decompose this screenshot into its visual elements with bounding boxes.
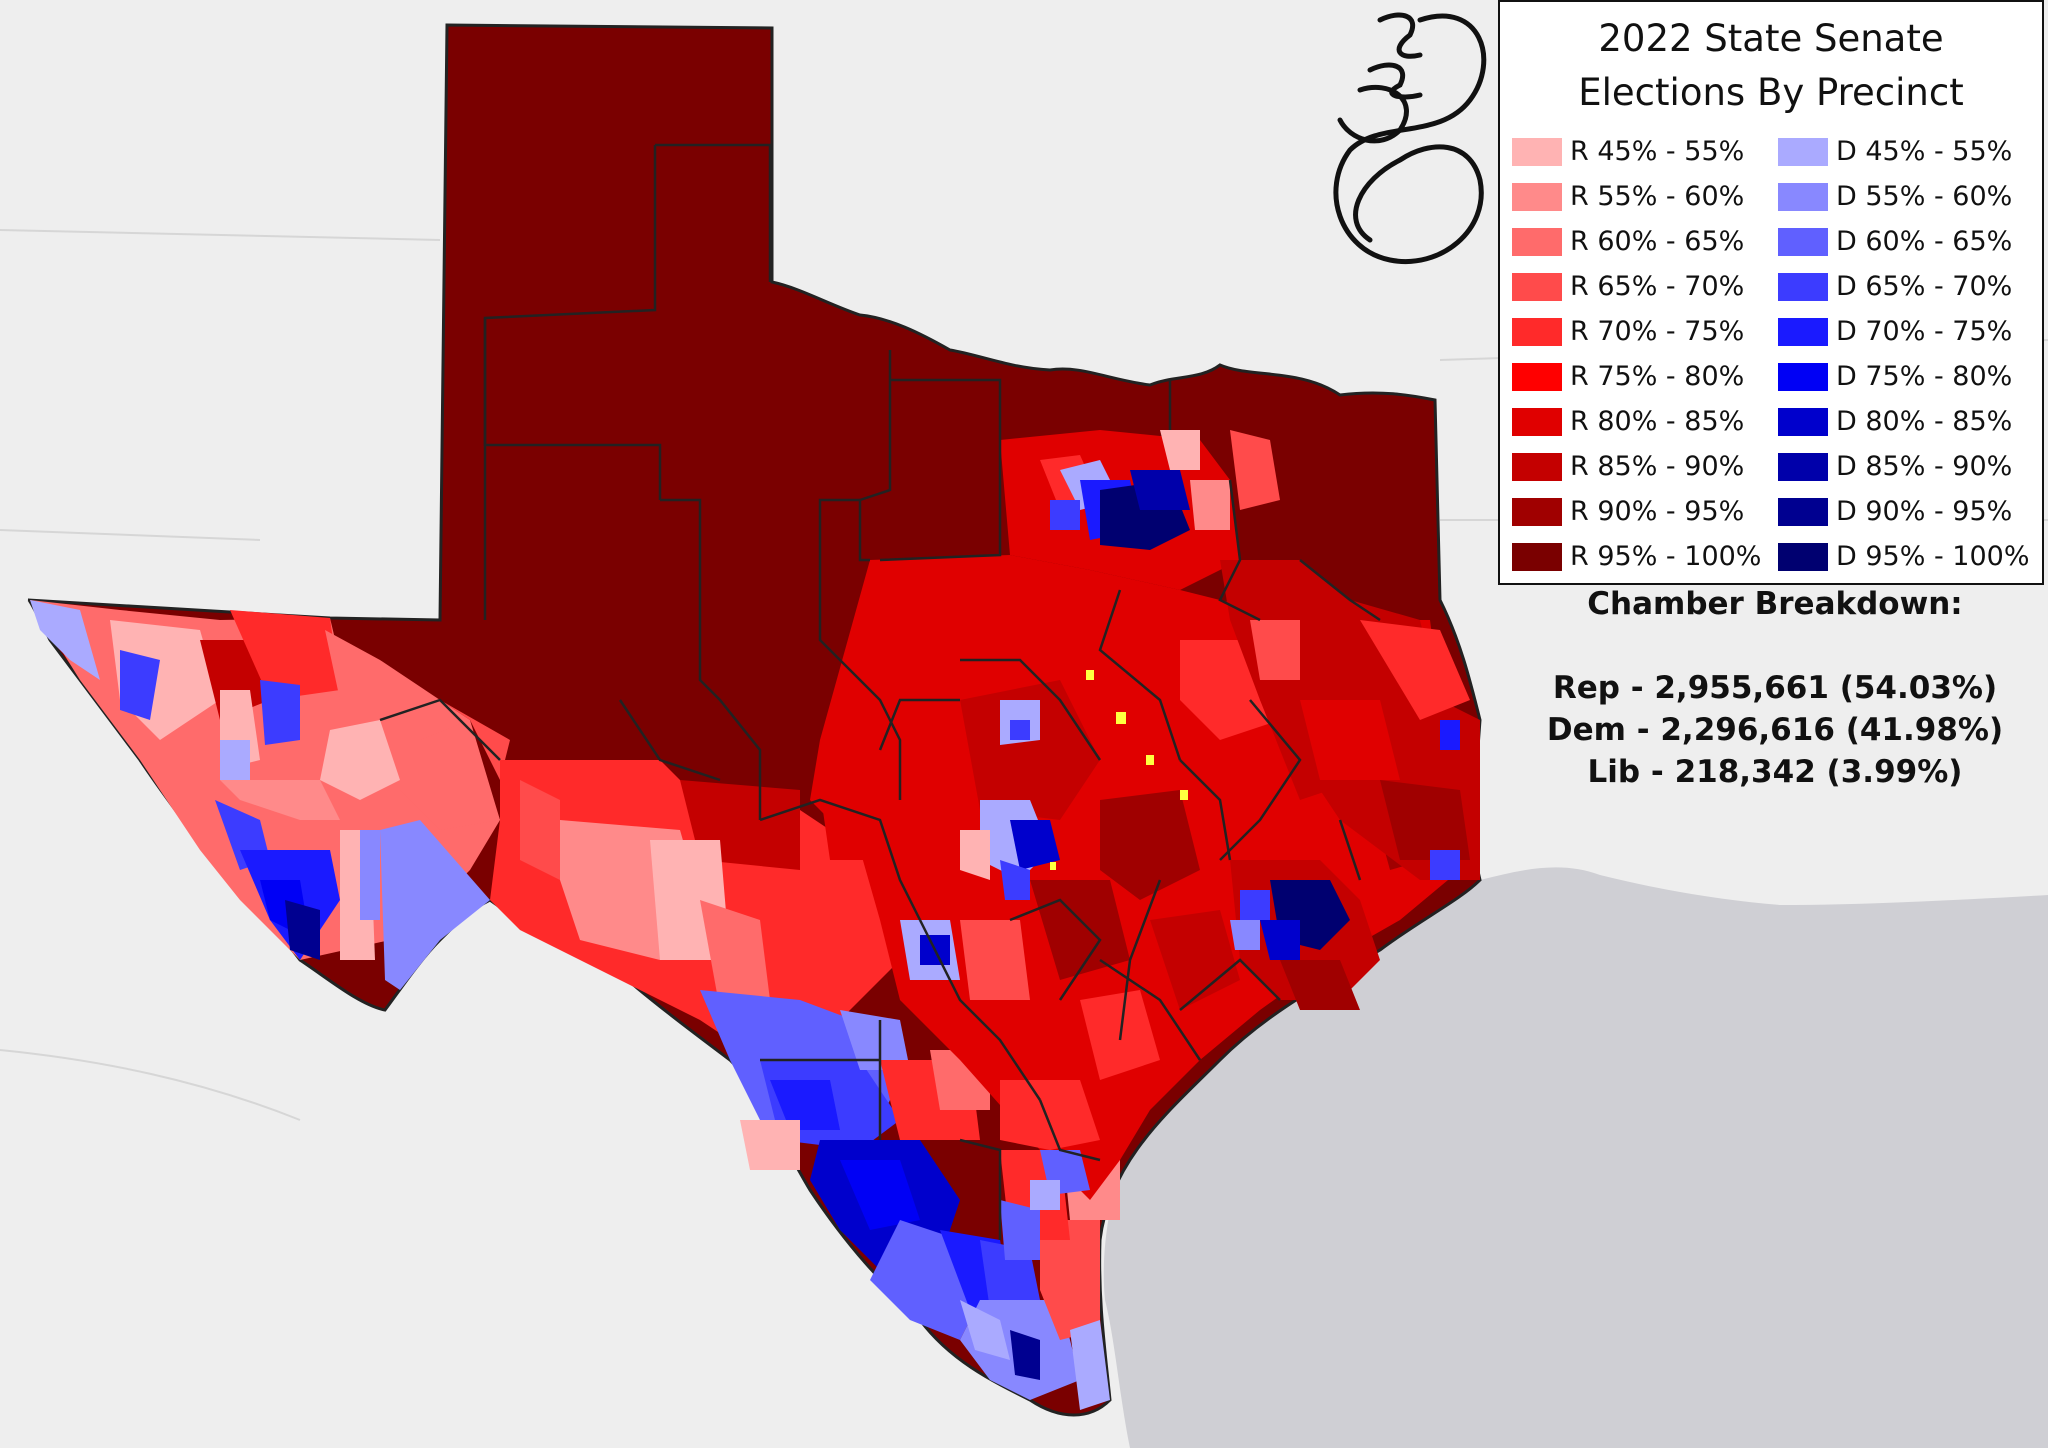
legend-swatch [1778, 273, 1828, 301]
legend-swatch [1512, 363, 1562, 391]
legend-swatch [1512, 498, 1562, 526]
south-texas-precincts [700, 990, 1120, 1410]
legend-label: D 75% - 80% [1836, 361, 2013, 392]
legend-label: R 75% - 80% [1570, 361, 1745, 392]
legend-swatch [1778, 363, 1828, 391]
chamber-breakdown: Chamber Breakdown: Rep - 2,955,661 (54.0… [1505, 583, 2045, 793]
legend-box: 2022 State Senate Elections By Precinct … [1498, 0, 2044, 585]
legend-label: R 95% - 100% [1570, 541, 1762, 572]
houston-precincts [1230, 860, 1380, 1010]
legend-swatch [1778, 543, 1828, 571]
legend-swatch [1778, 453, 1828, 481]
legend-title: 2022 State Senate Elections By Precinct [1500, 12, 2042, 120]
breakdown-spacer [1505, 625, 2045, 667]
legend-label: R 70% - 75% [1570, 316, 1745, 347]
legend-label: D 90% - 95% [1836, 496, 2013, 527]
legend-label: D 95% - 100% [1836, 541, 2030, 572]
legend-swatch [1512, 318, 1562, 346]
west-texas-precincts [30, 600, 510, 990]
legend-label: D 85% - 90% [1836, 451, 2013, 482]
legend-label: D 55% - 60% [1836, 181, 2013, 212]
legend-swatch [1512, 408, 1562, 436]
legend-label: R 45% - 55% [1570, 136, 1745, 167]
legend-label: D 45% - 55% [1836, 136, 2013, 167]
north-texas-precincts [1000, 430, 1280, 590]
legend-swatch [1778, 183, 1828, 211]
legend-label: R 90% - 95% [1570, 496, 1745, 527]
legend-swatch [1778, 498, 1828, 526]
legend-swatch [1512, 138, 1562, 166]
legend-swatch [1512, 183, 1562, 211]
legend-label: D 70% - 75% [1836, 316, 2013, 347]
breakdown-dem: Dem - 2,296,616 (41.98%) [1546, 712, 2004, 748]
legend-swatch [1512, 228, 1562, 256]
austin-sanantonio-precincts [900, 700, 1060, 980]
legend-swatch [1778, 318, 1828, 346]
east-texas-precincts [1220, 560, 1480, 880]
south-central-precincts [490, 760, 920, 1060]
legend-swatch [1512, 273, 1562, 301]
tie-precincts [1050, 670, 1188, 870]
breakdown-lib: Lib - 218,342 (3.99%) [1587, 754, 1963, 790]
legend-label: R 80% - 85% [1570, 406, 1745, 437]
legend-label: R 55% - 60% [1570, 181, 1745, 212]
legend-swatch [1778, 138, 1828, 166]
legend-swatch [1778, 228, 1828, 256]
district-boundaries [379, 143, 1381, 1240]
legend-label: R 60% - 65% [1570, 226, 1745, 257]
breakdown-rep: Rep - 2,955,661 (54.03%) [1552, 670, 1998, 706]
legend-swatch [1778, 408, 1828, 436]
legend-label: R 65% - 70% [1570, 271, 1745, 302]
breakdown-heading: Chamber Breakdown: [1587, 586, 1963, 622]
legend-title-line2: Elections By Precinct [1578, 71, 1964, 114]
legend-label: R 85% - 90% [1570, 451, 1745, 482]
legend-title-line1: 2022 State Senate [1598, 17, 1944, 60]
legend-label: D 65% - 70% [1836, 271, 2013, 302]
coastal-bend-precincts [1000, 1080, 1100, 1210]
legend-swatch [1512, 543, 1562, 571]
signature-mark [1333, 12, 1487, 264]
legend-label: D 60% - 65% [1836, 226, 2013, 257]
legend-label: D 80% - 85% [1836, 406, 2013, 437]
gulf-water [1103, 867, 2048, 1448]
legend-swatch [1512, 453, 1562, 481]
